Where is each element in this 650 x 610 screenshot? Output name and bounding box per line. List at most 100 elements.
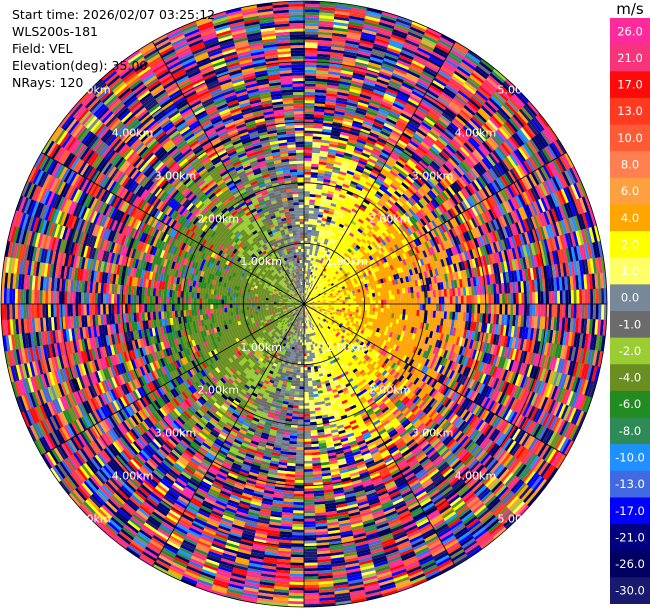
velocity-cell: [515, 292, 519, 305]
velocity-cell: [309, 188, 317, 192]
velocity-cell: [321, 220, 327, 225]
velocity-cell: [371, 184, 380, 192]
velocity-cell: [385, 88, 399, 96]
velocity-cell: [333, 116, 345, 121]
velocity-cell: [304, 127, 314, 131]
velocity-cell: [357, 162, 367, 169]
velocity-cell: [316, 280, 320, 284]
velocity-cell: [331, 43, 346, 49]
velocity-cell: [323, 112, 335, 117]
velocity-cell: [313, 287, 316, 291]
velocity-cell: [332, 121, 343, 127]
velocity-cell: [390, 107, 403, 116]
velocity-cell: [349, 131, 360, 137]
velocity-cell: [314, 205, 320, 209]
velocity-cell: [304, 133, 314, 137]
velocity-cell: [401, 82, 415, 91]
velocity-cell: [316, 244, 320, 249]
velocity-cell: [351, 80, 364, 86]
velocity-cell: [343, 232, 350, 238]
velocity-cell: [307, 227, 313, 231]
velocity-cell: [318, 23, 335, 28]
velocity-cell: [565, 304, 569, 319]
velocity-cell: [381, 127, 393, 135]
velocity-cell: [440, 311, 445, 320]
velocity-cell: [340, 128, 351, 134]
velocity-cell: [321, 237, 326, 242]
velocity-cell: [372, 148, 383, 155]
velocity-cell: [590, 288, 594, 305]
velocity-cell: [305, 271, 308, 274]
velocity-cell: [330, 174, 339, 180]
velocity-cell: [435, 310, 439, 319]
velocity-cell: [404, 105, 417, 114]
velocity-cell: [308, 221, 313, 225]
velocity-cell: [416, 304, 420, 311]
velocity-cell: [334, 233, 340, 238]
velocity-cell: [399, 52, 415, 61]
velocity-cell: [395, 18, 413, 27]
velocity-cell: [376, 29, 393, 38]
velocity-cell: [421, 37, 438, 47]
velocity-cell: [408, 67, 423, 77]
velocity-cell: [372, 91, 385, 99]
velocity-cell: [323, 115, 335, 120]
velocity-cell: [339, 300, 343, 303]
velocity-cell: [504, 293, 508, 305]
velocity-cell: [372, 166, 382, 174]
velocity-cell: [313, 208, 320, 212]
velocity-cell: [304, 56, 318, 60]
velocity-cell: [369, 155, 379, 162]
velocity-cell: [416, 49, 432, 59]
velocity-cell: [309, 277, 312, 281]
velocity-cell: [352, 72, 367, 79]
velocity-cell: [311, 274, 314, 278]
velocity-cell: [377, 175, 386, 182]
velocity-cell: [315, 78, 329, 83]
velocity-cell: [371, 51, 386, 58]
velocity-cell: [340, 188, 348, 194]
velocity-cell: [367, 176, 377, 183]
velocity-cell: [304, 171, 312, 175]
velocity-cell: [304, 248, 308, 252]
velocity-cell: [372, 296, 376, 301]
velocity-cell: [351, 195, 359, 202]
velocity-cell: [304, 141, 314, 145]
velocity-cell: [421, 70, 436, 81]
velocity-cell: [345, 37, 361, 43]
velocity-cell: [319, 150, 329, 155]
velocity-cell: [307, 265, 311, 269]
velocity-cell: [391, 294, 395, 300]
velocity-cell: [324, 170, 333, 175]
velocity-cell: [304, 119, 315, 123]
velocity-cell: [385, 49, 401, 58]
velocity-cell: [311, 230, 316, 234]
velocity-cell: [319, 266, 323, 270]
velocity-cell: [305, 290, 307, 294]
velocity-cell: [347, 299, 351, 302]
velocity-cells: [1, 1, 607, 607]
velocity-cell: [427, 304, 431, 312]
velocity-cell: [328, 68, 342, 73]
velocity-cell: [474, 294, 478, 305]
velocity-cell: [380, 151, 390, 159]
velocity-cell: [409, 26, 426, 36]
velocity-cell: [376, 113, 388, 121]
velocity-cell: [336, 201, 343, 207]
velocity-cell: [350, 220, 357, 226]
velocity-cell: [374, 143, 385, 150]
velocity-cell: [562, 304, 566, 319]
velocity-cell: [304, 251, 307, 255]
velocity-cell: [306, 251, 310, 255]
velocity-cell: [304, 259, 307, 263]
velocity-cell: [306, 273, 309, 277]
velocity-cell: [309, 265, 313, 269]
velocity-cell: [374, 83, 388, 91]
velocity-cell: [380, 308, 384, 313]
velocity-cell: [340, 72, 354, 78]
velocity-cell: [333, 24, 349, 30]
velocity-cell: [413, 292, 417, 299]
velocity-cell: [327, 190, 335, 195]
velocity-cell: [403, 41, 420, 51]
velocity-cell: [331, 300, 335, 303]
